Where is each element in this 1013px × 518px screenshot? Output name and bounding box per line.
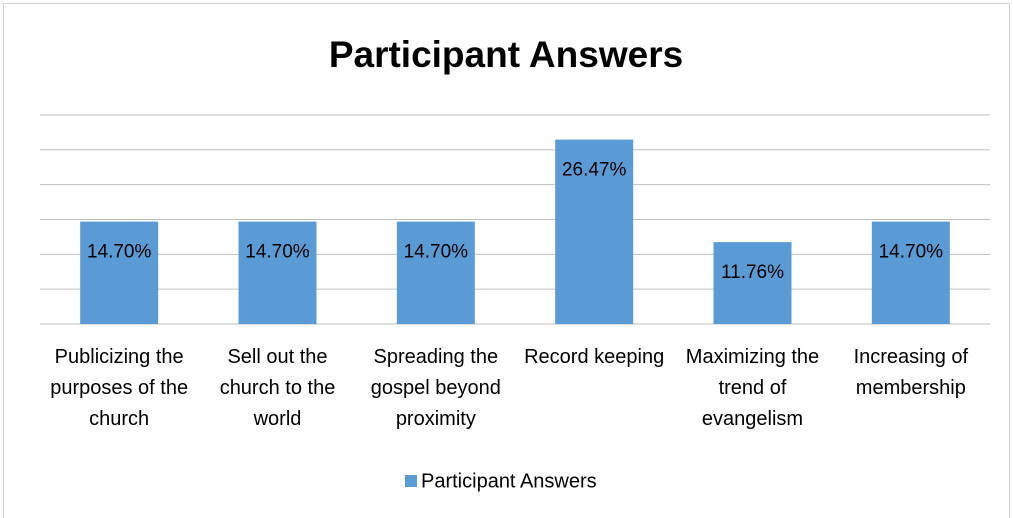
- bar: [555, 139, 634, 324]
- legend-swatch: [405, 475, 417, 487]
- x-tick-label: Maximizing the trend of evangelism: [686, 346, 819, 430]
- bar: [80, 221, 159, 324]
- data-label: 14.70%: [879, 242, 944, 263]
- data-label: 11.76%: [721, 262, 784, 283]
- data-label: 26.47%: [562, 160, 627, 181]
- legend-label: Participant Answers: [421, 470, 597, 492]
- chart-title: Participant Answers: [329, 34, 683, 75]
- x-tick-label: Publicizing the purposes of the church: [50, 346, 188, 430]
- chart-frame: [3, 3, 1010, 518]
- bar: [396, 221, 475, 324]
- x-tick-label: Spreading the gospel beyond proximity: [371, 346, 501, 430]
- data-label: 14.70%: [245, 242, 310, 263]
- bar: [238, 221, 317, 324]
- x-tick-label: Sell out the church to the world: [220, 346, 336, 430]
- bar: [871, 221, 950, 324]
- x-tick-label: Increasing of membership: [854, 346, 969, 399]
- x-tick-label: Record keeping: [524, 346, 664, 368]
- bar: [713, 242, 792, 324]
- data-label: 14.70%: [87, 242, 152, 263]
- data-label: 14.70%: [404, 242, 469, 263]
